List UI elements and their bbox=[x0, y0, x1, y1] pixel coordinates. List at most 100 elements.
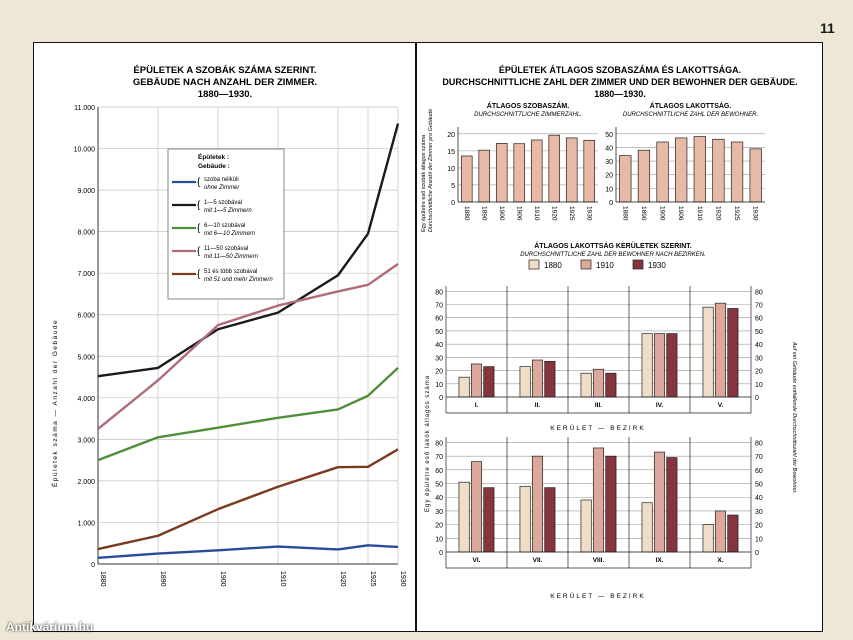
series-line bbox=[97, 263, 399, 430]
legend-label-hu: 11—50 szobával bbox=[204, 246, 248, 252]
legend-brace: { bbox=[197, 269, 201, 280]
y-tick-label: 10.000 bbox=[74, 147, 96, 154]
district-label: V. bbox=[718, 402, 724, 409]
bar bbox=[675, 137, 688, 203]
bar bbox=[470, 461, 483, 553]
page-number: 11 bbox=[820, 20, 835, 36]
y-tick-label: 15 bbox=[447, 149, 455, 156]
rooms-chart-subtitle: DURCHSCHNITTLICHE ZIMMERZAHL. bbox=[474, 112, 582, 118]
x-tick-label: 1910 bbox=[533, 206, 540, 221]
district-label: VII. bbox=[533, 557, 543, 564]
bar bbox=[458, 376, 470, 398]
y-tick-label: 30 bbox=[435, 509, 443, 516]
district-left-ylabel: Egy épületre eső lakók átlagos száma bbox=[425, 375, 431, 512]
x-tick-label: 1925 bbox=[733, 206, 740, 221]
y-tick-label: 80 bbox=[435, 440, 443, 447]
y-tick-label: 40 bbox=[605, 145, 613, 152]
rooms-chart-ylabel: Durchschnittliche Anzahl der Zimmer pro … bbox=[428, 109, 434, 232]
bar bbox=[470, 363, 483, 398]
bar bbox=[519, 485, 531, 553]
legend-brace: { bbox=[197, 200, 201, 211]
legend-label-de: mit 11—50 Zimmern bbox=[204, 254, 259, 260]
x-tick-label: 1930 bbox=[399, 571, 406, 587]
bar bbox=[483, 487, 495, 553]
legend-title: Gebäude : bbox=[198, 163, 230, 170]
bar bbox=[495, 143, 508, 203]
bar bbox=[749, 148, 762, 203]
bar bbox=[693, 136, 706, 203]
legend-label: 1910 bbox=[596, 261, 614, 270]
district-xlabel: KERÜLET — BEZIRK bbox=[550, 592, 645, 600]
legend-label-hu: 1—5 szobával bbox=[204, 200, 242, 206]
y-tick-label: 20 bbox=[447, 132, 455, 139]
bar bbox=[605, 372, 617, 398]
y-tick-label: 1.000 bbox=[77, 520, 95, 527]
district-xlabel: KERÜLET — BEZIRK bbox=[550, 424, 645, 432]
series-line bbox=[97, 123, 400, 378]
chart-plate: ÉPÜLETEK A SZOBÁK SZÁMA SZERINT.GEBÄUDE … bbox=[33, 42, 823, 632]
legend-label-hu: 51 és több szobával bbox=[204, 269, 257, 275]
district-label: II. bbox=[535, 402, 541, 409]
legend-label-hu: szoba nélküli bbox=[204, 177, 239, 183]
y-tick-label-right: 10 bbox=[755, 382, 763, 389]
y-tick-label-right: 10 bbox=[755, 536, 763, 543]
x-tick-label: 1900 bbox=[659, 206, 666, 221]
bar bbox=[460, 155, 473, 203]
bar bbox=[653, 333, 666, 398]
bar bbox=[641, 333, 653, 398]
y-tick-label: 6.000 bbox=[77, 313, 95, 320]
x-tick-label: 1920 bbox=[714, 206, 721, 221]
left-chart-title-line: GEBÄUDE NACH ANZAHL DER ZIMMER. bbox=[133, 77, 317, 88]
x-tick-label: 1925 bbox=[369, 571, 376, 587]
bar bbox=[530, 139, 543, 203]
y-tick-label-right: 80 bbox=[755, 440, 763, 447]
y-tick-label: 10 bbox=[435, 536, 443, 543]
y-tick-label: 0 bbox=[439, 395, 443, 402]
legend-brace: { bbox=[197, 223, 201, 234]
district-label: IV. bbox=[656, 402, 664, 409]
district-title: ÁTLAGOS LAKOTTSÁG KERÜLETEK SZERINT. bbox=[534, 241, 692, 250]
y-tick-label: 10 bbox=[435, 382, 443, 389]
y-tick-label: 5 bbox=[451, 183, 455, 190]
legend-brace: { bbox=[197, 246, 201, 257]
bar bbox=[666, 457, 678, 553]
legend-label-hu: 6—10 szobával bbox=[204, 223, 245, 229]
y-tick-label-right: 50 bbox=[755, 482, 763, 489]
x-tick-label: 1906 bbox=[515, 206, 522, 221]
y-tick-label: 8.000 bbox=[77, 230, 95, 237]
y-tick-label: 30 bbox=[605, 159, 613, 166]
x-tick-label: 1880 bbox=[463, 206, 470, 221]
district-subtitle: DURCHSCHNITTLICHE ZAHL DER BEWOHNER NACH… bbox=[520, 252, 706, 258]
bar bbox=[519, 366, 531, 398]
bar bbox=[666, 333, 678, 398]
x-tick-label: 1880 bbox=[99, 571, 106, 587]
legend-label-de: mit 6—10 Zimmern bbox=[204, 231, 256, 237]
y-tick-label-right: 0 bbox=[755, 395, 759, 402]
bar bbox=[531, 359, 544, 398]
left-chart-title-line: ÉPÜLETEK A SZOBÁK SZÁMA SZERINT. bbox=[133, 65, 316, 76]
y-tick-label: 80 bbox=[435, 289, 443, 296]
y-tick-label-right: 40 bbox=[755, 495, 763, 502]
y-axis-label: Épületek száma — Anzahl der Gebäude bbox=[50, 319, 59, 487]
x-tick-label: 1930 bbox=[752, 206, 759, 221]
y-tick-label: 10 bbox=[447, 166, 455, 173]
y-tick-label-right: 40 bbox=[755, 342, 763, 349]
series-line bbox=[97, 448, 399, 551]
x-tick-label: 1920 bbox=[339, 571, 346, 587]
y-tick-label-right: 60 bbox=[755, 468, 763, 475]
left-chart-title-line: 1880—1930. bbox=[198, 89, 252, 100]
y-tick-label: 0 bbox=[609, 200, 613, 207]
rooms-chart-ylabel: Egy épületre eső szobák átlagos száma bbox=[421, 134, 427, 232]
y-tick-label: 9.000 bbox=[77, 188, 95, 195]
legend-swatch bbox=[528, 259, 540, 270]
district-label: I. bbox=[475, 402, 479, 409]
district-label: VIII. bbox=[593, 557, 605, 564]
legend-swatch bbox=[632, 259, 644, 270]
x-tick-label: 1920 bbox=[550, 206, 557, 221]
right-title-line: 1880—1930. bbox=[594, 89, 646, 99]
y-tick-label: 50 bbox=[435, 482, 443, 489]
bar bbox=[458, 481, 470, 553]
y-tick-label: 70 bbox=[435, 303, 443, 310]
y-tick-label: 40 bbox=[435, 342, 443, 349]
bar bbox=[513, 143, 526, 203]
